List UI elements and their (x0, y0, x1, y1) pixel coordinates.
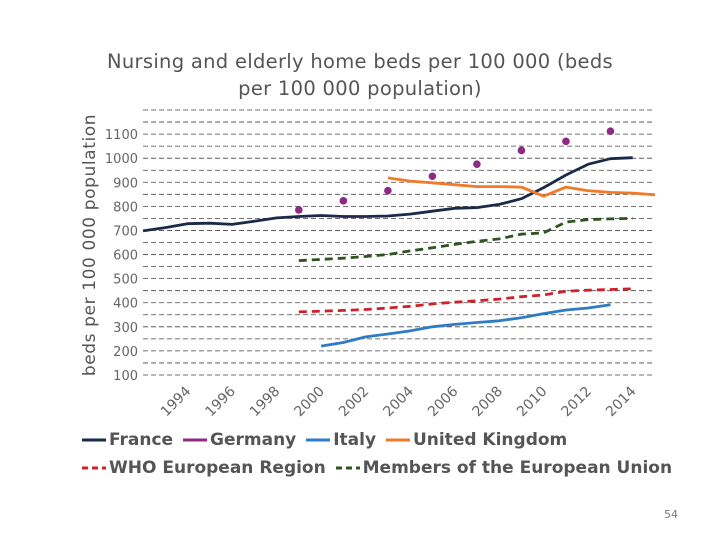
data-point-germany-2011 (562, 137, 570, 146)
y-tick-label-800: 800 (113, 200, 138, 215)
grid-lines (143, 109, 655, 376)
legend-label-italy: Italy (333, 430, 377, 450)
y-tick-label-900: 900 (113, 176, 138, 191)
legend-label-who-european-region: WHO European Region (109, 458, 326, 478)
legend-label-france: France (109, 430, 174, 450)
page-number: 54 (664, 508, 678, 521)
y-tick-label-400: 400 (113, 297, 138, 312)
y-axis-ticks: 100 200 300 400 500 600 700 800 900 1000 1100 (105, 128, 138, 384)
legend-swatch-france (82, 438, 106, 442)
data-point-germany-2013 (606, 127, 615, 135)
x-tick-label-2014: 2014 (603, 383, 640, 420)
y-tick-label-700: 700 (113, 224, 138, 239)
legend-swatch-who-european-region (82, 466, 106, 470)
legend-item-who-european-region: WHO European Region (82, 458, 326, 478)
data-point-germany-2001 (339, 197, 348, 205)
series-line-france (142, 156, 633, 233)
legend-swatch-members-of-the-european-union (335, 466, 360, 470)
y-tick-label-500: 500 (113, 273, 138, 288)
legend-swatch-germany (183, 438, 208, 442)
legend-item-germany: Germany (183, 430, 296, 450)
legend-row-2: WHO European Region Members of the Europ… (82, 458, 676, 478)
data-point-germany-1999 (295, 206, 303, 214)
chart-title-line-1: Nursing and elderly home beds per 100 00… (107, 50, 613, 73)
x-tick-label-1998: 1998 (247, 384, 284, 421)
data-point-germany-2009 (517, 146, 526, 155)
y-axis-label: beds per 100 000 population (80, 114, 100, 376)
legend-item-members-of-the-european-union: Members of the European Union (335, 458, 673, 478)
x-tick-label-2012: 2012 (559, 384, 596, 421)
x-tick-label-2010: 2010 (514, 384, 551, 421)
legend-label-united-kingdom: United Kingdom (412, 430, 568, 450)
series-line-united-kingdom (387, 176, 656, 198)
y-tick-label-100: 100 (113, 369, 138, 384)
legend-label-germany: Germany (210, 430, 297, 450)
x-tick-label-2004: 2004 (380, 383, 417, 420)
x-axis-ticks: 1994 1996 1998 2000 2002 2004 2006 2008 2010 2012… (158, 383, 640, 420)
legend-label-members-of-the-european-union: Members of the European Union (362, 458, 673, 478)
series-group (142, 127, 656, 348)
legend-swatch-united-kingdom (385, 438, 410, 442)
legend-row-1: France Germany Italy United Kingdom (82, 430, 571, 450)
legend-item-united-kingdom: United Kingdom (385, 430, 568, 450)
y-tick-label-200: 200 (113, 345, 138, 360)
y-tick-label-1000: 1000 (105, 152, 138, 167)
chart-title: Nursing and elderly home beds per 100 00… (60, 48, 660, 102)
x-tick-label-1994: 1994 (158, 383, 195, 420)
legend-item-italy: Italy (306, 430, 376, 450)
data-point-germany-2003 (384, 186, 392, 195)
y-tick-label-1100: 1100 (105, 128, 138, 143)
x-tick-label-1996: 1996 (202, 383, 239, 420)
series-line-members-of-the-european-union (298, 217, 633, 262)
chart-title-line-2: per 100 000 population) (238, 77, 482, 100)
legend-swatch-italy (306, 438, 331, 442)
series-line-who-european-region (298, 287, 633, 314)
data-point-germany-2007 (473, 160, 481, 169)
x-tick-label-2000: 2000 (291, 384, 328, 421)
x-tick-label-2002: 2002 (336, 384, 373, 421)
x-tick-label-2006: 2006 (425, 383, 462, 420)
series-line-italy (320, 303, 611, 348)
y-tick-label-300: 300 (113, 321, 138, 336)
y-tick-label-600: 600 (113, 249, 138, 264)
data-point-germany-2005 (428, 172, 437, 181)
x-tick-label-2008: 2008 (469, 384, 506, 421)
legend-item-france: France (82, 430, 173, 450)
